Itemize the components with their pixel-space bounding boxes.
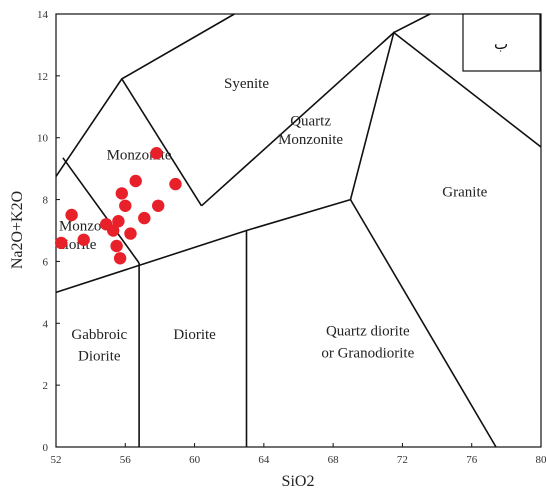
data-point [55, 236, 68, 250]
data-point [169, 177, 182, 191]
x-tick-label: 56 [120, 454, 132, 466]
panel-badge-label: ب [494, 35, 508, 53]
y-tick-label: 6 [43, 256, 49, 268]
field-label: Granite [442, 185, 487, 201]
x-tick-label: 72 [397, 454, 408, 466]
data-point [119, 199, 132, 212]
panel-badge: ب [462, 13, 541, 72]
data-point [152, 199, 165, 212]
plot-area: SyeniteQuartzMonzoniteMonzoniteMonzodior… [55, 13, 542, 448]
data-point [138, 211, 151, 225]
field-label: Syenite [224, 76, 269, 92]
data-point [110, 239, 123, 253]
x-axis-label: SiO2 [282, 473, 315, 490]
data-point [65, 208, 78, 222]
field-boundary-1 [121, 78, 203, 207]
y-tick-label: 4 [43, 318, 49, 330]
x-tick-label: 64 [258, 454, 270, 466]
y-tick-label: 2 [43, 380, 49, 392]
field-label: Monzonite [278, 132, 343, 148]
x-tick-label: 80 [536, 454, 546, 466]
y-tick-label: 14 [37, 9, 49, 21]
field-label: Diorite [173, 327, 216, 343]
field-boundary-2 [62, 157, 140, 264]
plot-frame [55, 13, 542, 448]
data-points [55, 147, 182, 265]
field-label: Quartz diorite [326, 324, 410, 340]
y-tick-label: 8 [43, 195, 49, 207]
field-boundary-7 [349, 199, 497, 448]
y-tick-label: 12 [37, 71, 48, 83]
data-point [150, 147, 163, 160]
field-label: Gabbroic [71, 327, 127, 343]
field-label: Quartz [290, 113, 331, 129]
panel-badge-box [462, 13, 541, 72]
field-boundaries [55, 13, 542, 448]
field-label: Diorite [78, 348, 121, 364]
data-point [124, 227, 137, 240]
x-tick-label: 76 [466, 454, 478, 466]
field-labels: SyeniteQuartzMonzoniteMonzoniteMonzodior… [57, 76, 487, 364]
y-tick-label: 10 [37, 133, 49, 145]
data-point [115, 187, 128, 200]
y-tick-label: 0 [43, 442, 49, 454]
x-tick-label: 52 [51, 454, 62, 466]
y-axis-label: Na2O+K2O [9, 191, 26, 269]
y-axis: 0 2 4 6 8 10 12 14 [37, 9, 60, 454]
field-boundary-4 [200, 13, 431, 207]
data-point [113, 252, 127, 265]
field-label: Monzo [59, 219, 102, 235]
data-point [77, 233, 90, 246]
data-point [107, 224, 120, 237]
field-label: or Granodiorite [321, 345, 414, 361]
x-axis: 52 56 60 64 68 72 76 80 [51, 443, 546, 466]
x-tick-label: 68 [328, 454, 340, 466]
data-point [112, 215, 125, 228]
data-point [129, 174, 142, 188]
x-tick-label: 60 [189, 454, 201, 466]
